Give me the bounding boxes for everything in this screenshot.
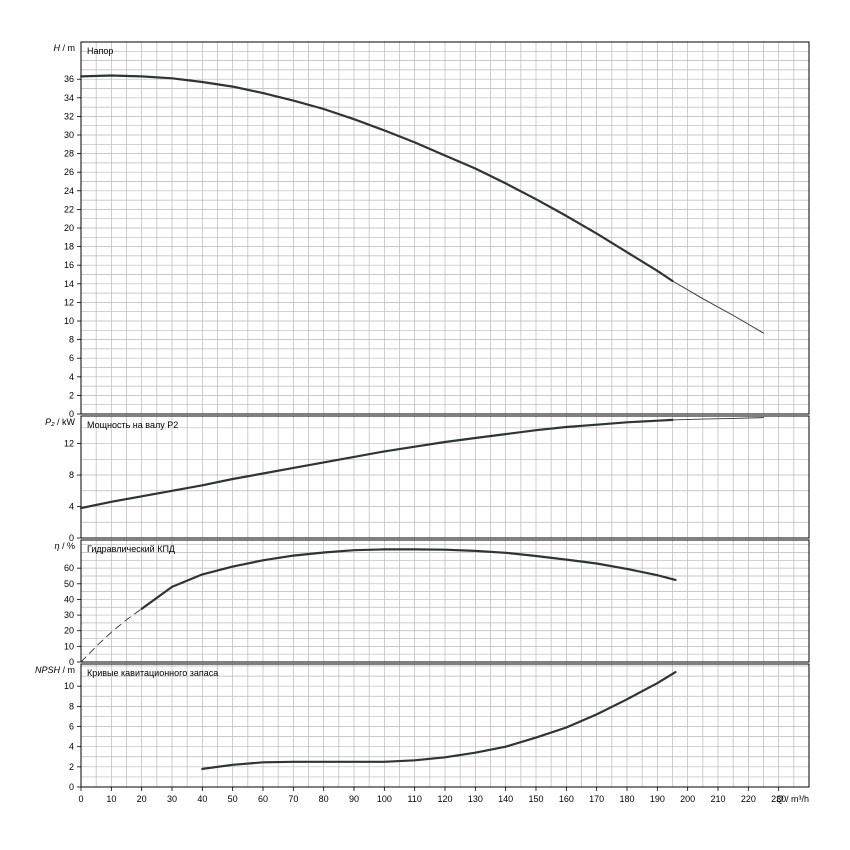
x-tick-label: 150 <box>528 794 543 804</box>
efficiency-curve-dashed <box>80 608 143 663</box>
head-ytick-label: 24 <box>64 186 74 196</box>
power-curve-thick <box>79 418 674 510</box>
npsh-ytick-label: 4 <box>69 742 74 752</box>
head-frame <box>80 41 810 415</box>
x-tick-label: 40 <box>197 794 207 804</box>
x-tick-label: 10 <box>106 794 116 804</box>
power-frame <box>80 415 810 539</box>
efficiency-ylabel-symbol: η <box>54 541 59 551</box>
x-tick-label: 170 <box>589 794 604 804</box>
npsh-ytick-label: 6 <box>69 722 74 732</box>
efficiency-ytick-label: 20 <box>64 626 74 636</box>
x-tick-label: 50 <box>228 794 238 804</box>
x-axis-label: Q / m³/h <box>776 794 809 804</box>
x-tick-label: 230 <box>771 794 786 804</box>
efficiency-frame <box>80 539 810 663</box>
power-ytick-label: 12 <box>64 439 74 449</box>
head-ylabel: H / m <box>54 43 76 53</box>
npsh-ylabel: NPSH / m <box>35 665 75 675</box>
x-tick-label: 130 <box>468 794 483 804</box>
head-ytick-label: 14 <box>64 279 74 289</box>
head-curve-thin <box>672 280 764 334</box>
efficiency-ytick-label: 0 <box>69 657 74 667</box>
npsh-curve-thick <box>201 670 677 771</box>
efficiency-ytick-label: 30 <box>64 610 74 620</box>
head-ytick-label: 32 <box>64 111 74 121</box>
x-tick-label: 120 <box>437 794 452 804</box>
x-tick-label: 80 <box>319 794 329 804</box>
head-ytick-label: 30 <box>64 130 74 140</box>
head-curve-thick <box>79 74 674 283</box>
x-tick-label: 210 <box>710 794 725 804</box>
efficiency-panel: 0 10 20 30 40 50 60 η / % Гидравлический КПД <box>54 539 810 667</box>
x-tick-label: 0 <box>78 794 83 804</box>
npsh-ytick-label: 0 <box>69 782 74 792</box>
power-ytick-label: 8 <box>69 470 74 480</box>
head-ytick-label: 22 <box>64 204 74 214</box>
x-tick-label: 60 <box>258 794 268 804</box>
head-ylabel-symbol: H <box>54 43 61 53</box>
head-ytick-label: 6 <box>69 353 74 363</box>
power-ylabel-symbol: P₂ <box>45 417 55 427</box>
x-tick-label: 20 <box>137 794 147 804</box>
x-tick-label: 140 <box>498 794 513 804</box>
x-axis-label-symbol: Q <box>776 794 783 804</box>
power-panel: 0 4 8 12 P₂ / kW Мощность на валу P2 <box>45 415 810 543</box>
efficiency-ytick-label: 60 <box>64 563 74 573</box>
head-ytick-label: 36 <box>64 74 74 84</box>
head-ytick-label: 4 <box>69 372 74 382</box>
x-tick-label: 90 <box>349 794 359 804</box>
efficiency-curve-thick <box>140 548 677 610</box>
x-tick-label: 100 <box>377 794 392 804</box>
npsh-ytick-label: 2 <box>69 762 74 772</box>
power-ylabel: P₂ / kW <box>45 417 75 427</box>
x-axis: 0 10 20 30 40 50 60 70 80 90 100 110 120 130 140 150 160… <box>78 787 809 804</box>
head-ytick-label: 26 <box>64 167 74 177</box>
efficiency-ylabel: η / % <box>54 541 75 551</box>
head-title: Напор <box>87 46 113 56</box>
head-ytick-label: 18 <box>64 242 74 252</box>
x-tick-label: 190 <box>650 794 665 804</box>
head-ytick-label: 0 <box>69 409 74 419</box>
head-ytick-label: 8 <box>69 335 74 345</box>
head-ytick-label: 10 <box>64 316 74 326</box>
npsh-ytick-label: 10 <box>64 681 74 691</box>
efficiency-title: Гидравлический КПД <box>87 544 175 554</box>
npsh-ylabel-unit: / m <box>60 665 75 675</box>
head-ytick-label: 20 <box>64 223 74 233</box>
x-axis-label-unit: / m³/h <box>783 794 809 804</box>
npsh-title: Кривые кавитационного запаса <box>87 668 218 678</box>
x-tick-label: 30 <box>167 794 177 804</box>
x-tick-label: 110 <box>407 794 421 804</box>
efficiency-ytick-label: 40 <box>64 594 74 604</box>
x-tick-label: 180 <box>619 794 634 804</box>
power-ytick-label: 0 <box>69 533 74 543</box>
head-ytick-label: 12 <box>64 297 74 307</box>
x-tick-label: 220 <box>741 794 756 804</box>
power-curve-thin <box>672 417 764 421</box>
efficiency-ytick-label: 10 <box>64 641 74 651</box>
power-ytick-label: 4 <box>69 502 74 512</box>
head-ytick-label: 2 <box>69 390 74 400</box>
head-ytick-label: 16 <box>64 260 74 270</box>
head-ylabel-unit: / m <box>60 43 75 53</box>
x-tick-label: 160 <box>559 794 574 804</box>
npsh-ylabel-symbol: NPSH <box>35 665 61 675</box>
power-title: Мощность на валу P2 <box>87 420 178 430</box>
head-ytick-label: 28 <box>64 149 74 159</box>
efficiency-ylabel-unit: / % <box>59 541 75 551</box>
npsh-ytick-label: 8 <box>69 701 74 711</box>
x-tick-label: 70 <box>288 794 298 804</box>
power-ylabel-unit: / kW <box>55 417 76 427</box>
head-ytick-label: 34 <box>64 93 74 103</box>
efficiency-ytick-label: 50 <box>64 579 74 589</box>
x-tick-label: 200 <box>680 794 695 804</box>
